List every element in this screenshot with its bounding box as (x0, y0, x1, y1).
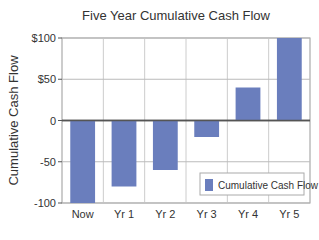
zero-line (62, 120, 310, 122)
y-tick (58, 161, 62, 162)
chart-svg: -100 -50 0 $50 $100 Now Yr 1 Yr 2 Yr 3 Yr 4 Yr 5 Fi… (0, 0, 319, 240)
legend: Cumulative Cash Flow (200, 173, 319, 195)
bar (70, 121, 95, 204)
legend-swatch (205, 179, 213, 191)
bar (194, 121, 219, 138)
x-tick-label: Now (72, 208, 94, 220)
chart-container: -100 -50 0 $50 $100 Now Yr 1 Yr 2 Yr 3 Yr 4 Yr 5 Fi… (0, 0, 319, 240)
legend-label: Cumulative Cash Flow (218, 180, 319, 191)
plot-frame (62, 38, 310, 203)
chart-title: Five Year Cumulative Cash Flow (82, 8, 270, 23)
x-tick-label: Yr 5 (279, 208, 299, 220)
y-tick-label: $100 (32, 32, 56, 44)
x-tick-label: Yr 3 (197, 208, 217, 220)
y-tick (58, 79, 62, 80)
grid-line (62, 79, 310, 80)
y-axis-label: Cumulative Cash Flow (6, 55, 21, 186)
x-tick-label: Yr 1 (114, 208, 134, 220)
y-tick-label: -50 (40, 156, 56, 168)
x-tick-label: Yr 4 (238, 208, 258, 220)
page-body: -100 -50 0 $50 $100 Now Yr 1 Yr 2 Yr 3 Yr 4 Yr 5 Fi… (0, 0, 319, 240)
x-tick-label: Yr 2 (155, 208, 175, 220)
y-tick-label: 0 (50, 115, 56, 127)
bar (153, 121, 178, 171)
page: Chart html, body { margin: 0; padding: 0… (0, 0, 319, 240)
bar (112, 121, 137, 187)
bar (236, 88, 261, 121)
y-tick (58, 203, 62, 204)
grid-line (62, 38, 310, 39)
grid-line (62, 120, 310, 122)
y-tick (58, 38, 62, 39)
bar (277, 38, 302, 121)
grid-line (62, 161, 310, 162)
y-tick (58, 120, 62, 121)
y-tick-label: $50 (38, 73, 56, 85)
y-tick-label: -100 (34, 197, 56, 209)
grid-line (62, 203, 310, 204)
